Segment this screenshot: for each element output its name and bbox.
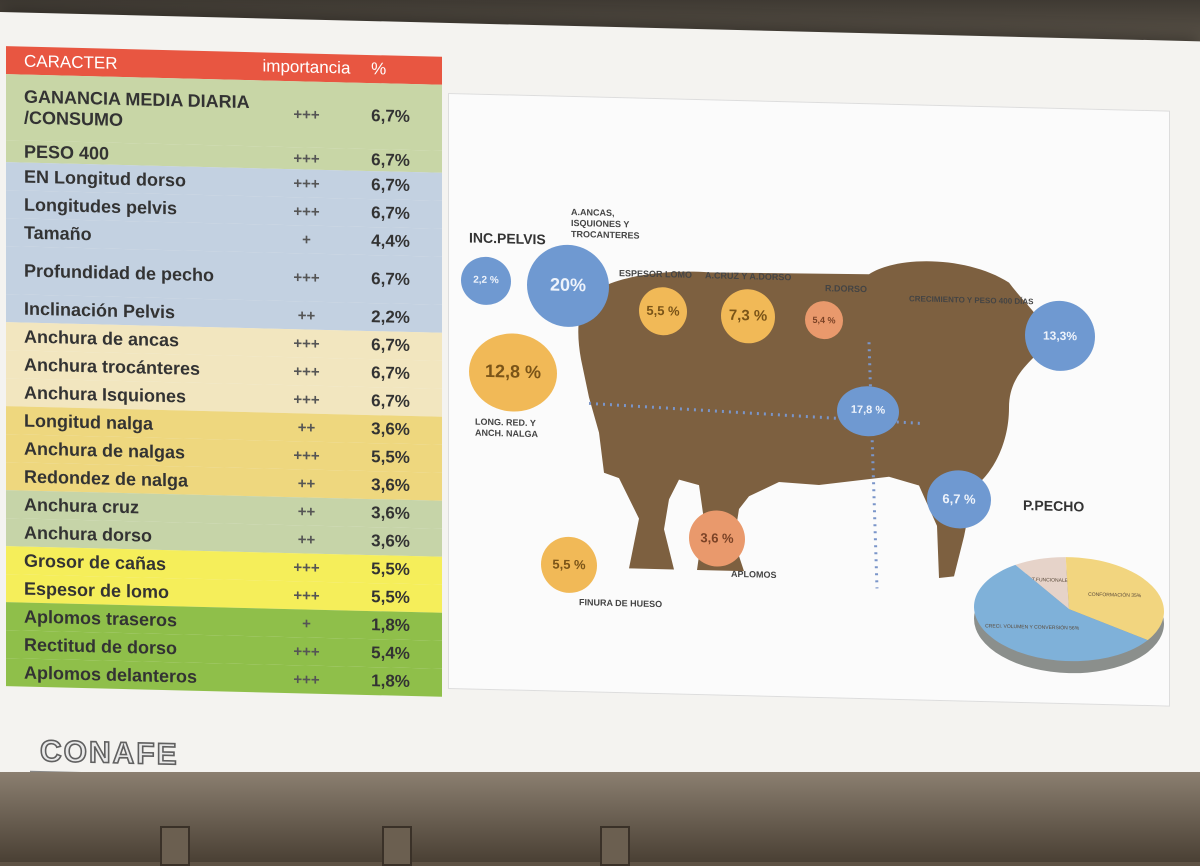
cell-importancia: +++ — [293, 390, 320, 409]
cell-caracter: Inclinación Pelvis — [24, 298, 176, 322]
cell-pct: 4,4% — [371, 231, 410, 252]
cell-caracter: Anchura Isquiones — [24, 382, 187, 407]
cell-pct: 6,7% — [371, 335, 410, 356]
header-caracter: CARACTER — [24, 51, 118, 73]
label-inc-pelvis: INC.PELVIS — [469, 229, 546, 248]
header-pct: % — [371, 59, 387, 79]
cell-caracter: Anchura dorso — [24, 522, 153, 546]
cell-importancia: ++ — [297, 306, 316, 325]
bubble-centro: 17,8 % — [837, 385, 899, 437]
cell-importancia: +++ — [293, 105, 320, 124]
cell-importancia: +++ — [293, 670, 320, 689]
table-row: GANANCIA MEDIA DIARIA /CONSUMO +++ 6,7% — [6, 74, 442, 151]
label-cruz-dorso: A.CRUZ Y A.DORSO — [705, 270, 792, 283]
label-finura: FINURA DE HUESO — [579, 597, 663, 610]
cell-importancia: +++ — [293, 642, 320, 661]
cell-caracter: Espesor de lomo — [24, 578, 170, 602]
label-pecho: P.PECHO — [1023, 497, 1085, 515]
bubble-pecho: 6,7 % — [927, 469, 991, 530]
cell-importancia: +++ — [293, 586, 320, 605]
pie-slice-label: CONFORMACIÓN 35% — [1088, 591, 1142, 599]
cell-importancia: +++ — [293, 558, 320, 577]
cell-pct: 6,7% — [371, 269, 410, 290]
bubble-espesor-lomo: 5,5 % — [639, 286, 687, 336]
cell-pct: 2,2% — [371, 307, 410, 328]
bubble-ancas: 20% — [527, 243, 609, 328]
cell-importancia: ++ — [297, 530, 316, 549]
pie-slice-label: APT.FUNCIONALES 9% — [1025, 577, 1080, 584]
cell-pct: 5,5% — [371, 447, 410, 468]
cell-caracter: Tamaño — [24, 222, 92, 244]
cell-caracter: Anchura cruz — [24, 494, 140, 517]
cell-pct: 1,8% — [371, 615, 410, 636]
characters-table: CARACTER importancia % GANANCIA MEDIA DI… — [6, 46, 442, 697]
cell-caracter: GANANCIA MEDIA DIARIA /CONSUMO — [24, 86, 249, 131]
header-importancia: importancia — [262, 56, 351, 78]
cell-importancia: +++ — [293, 202, 320, 221]
cell-pct: 6,7% — [371, 391, 410, 412]
bubble-finura: 5,5 % — [541, 536, 597, 594]
pie-slice-label: CRECI. VOLUMEN Y CONVERSIÓN 56% — [985, 622, 1080, 631]
cell-caracter: Anchura trocánteres — [24, 354, 201, 379]
cell-importancia: +++ — [293, 334, 320, 353]
cell-pct: 5,5% — [371, 559, 410, 580]
pie-slice — [1065, 557, 1164, 641]
bull-diagram-panel: APT.FUNCIONALES 9% CONFORMACIÓN 35% CRECI.… — [448, 92, 1170, 707]
cell-caracter: Longitud nalga — [24, 410, 153, 434]
cell-importancia: +++ — [293, 362, 320, 381]
cell-caracter: Aplomos delanteros — [24, 662, 198, 687]
cell-importancia: ++ — [297, 502, 316, 521]
cell-importancia: +++ — [293, 174, 320, 193]
label-nalga: LONG. RED. Y ANCH. NALGA — [475, 416, 538, 440]
cell-importancia: ++ — [297, 474, 316, 493]
cell-importancia: +++ — [293, 149, 320, 168]
cell-caracter: Rectitud de dorso — [24, 634, 178, 658]
wall-fixture — [600, 826, 630, 866]
cell-pct: 3,6% — [371, 503, 410, 524]
cell-caracter: Profundidad de pecho — [24, 260, 215, 285]
cell-importancia: +++ — [293, 446, 320, 465]
cell-pct: 6,7% — [371, 150, 410, 171]
cell-caracter: EN Longitud dorso — [24, 166, 186, 191]
label-aplomos: APLOMOS — [731, 568, 777, 580]
cell-pct: 1,8% — [371, 671, 410, 692]
pie-slice — [1015, 557, 1069, 610]
bubble-crecimiento: 13,3% — [1025, 300, 1095, 372]
bubble-cruz-dorso: 7,3 % — [721, 288, 775, 344]
cell-caracter: Grosor de cañas — [24, 550, 167, 574]
cell-caracter: Redondez de nalga — [24, 466, 189, 491]
cell-caracter: Anchura de nalgas — [24, 438, 186, 463]
label-r-dorso: R.DORSO — [825, 283, 868, 295]
label-espesor-lomo: ESPESOR LOMO — [619, 268, 693, 280]
cell-pct: 6,7% — [371, 203, 410, 224]
cell-pct: 5,4% — [371, 643, 410, 664]
projected-slide: CARACTER importancia % GANANCIA MEDIA DI… — [0, 12, 1200, 804]
cell-importancia: + — [302, 230, 311, 249]
cell-pct: 6,7% — [371, 363, 410, 384]
cell-caracter: Aplomos traseros — [24, 606, 178, 630]
bull-diagram: APT.FUNCIONALES 9% CONFORMACIÓN 35% CRECI.… — [578, 261, 1164, 674]
pie-slice — [974, 564, 1148, 662]
cell-importancia: +++ — [293, 268, 320, 287]
cell-caracter: Longitudes pelvis — [24, 194, 178, 218]
bubble-inc-pelvis: 2,2 % — [461, 256, 511, 306]
cell-pct: 3,6% — [371, 531, 410, 552]
bubble-r-dorso: 5,4 % — [805, 300, 843, 340]
bubble-aplomos: 3,6 % — [689, 509, 745, 568]
cell-pct: 6,7% — [371, 106, 410, 127]
wall-fixture — [160, 826, 190, 866]
cell-caracter: Anchura de ancas — [24, 326, 180, 350]
pie-chart: APT.FUNCIONALES 9% CONFORMACIÓN 35% CRECI.… — [974, 557, 1164, 674]
conafe-logo: CONAFE — [39, 734, 179, 772]
cell-importancia: + — [302, 614, 311, 633]
cell-importancia: ++ — [297, 418, 316, 437]
cell-pct: 3,6% — [371, 419, 410, 440]
wall-fixture — [382, 826, 412, 866]
label-ancas: A.ANCAS, ISQUIONES Y TROCANTERES — [571, 206, 640, 241]
cell-pct: 6,7% — [371, 175, 410, 196]
cell-pct: 3,6% — [371, 475, 410, 496]
cell-pct: 5,5% — [371, 587, 410, 608]
